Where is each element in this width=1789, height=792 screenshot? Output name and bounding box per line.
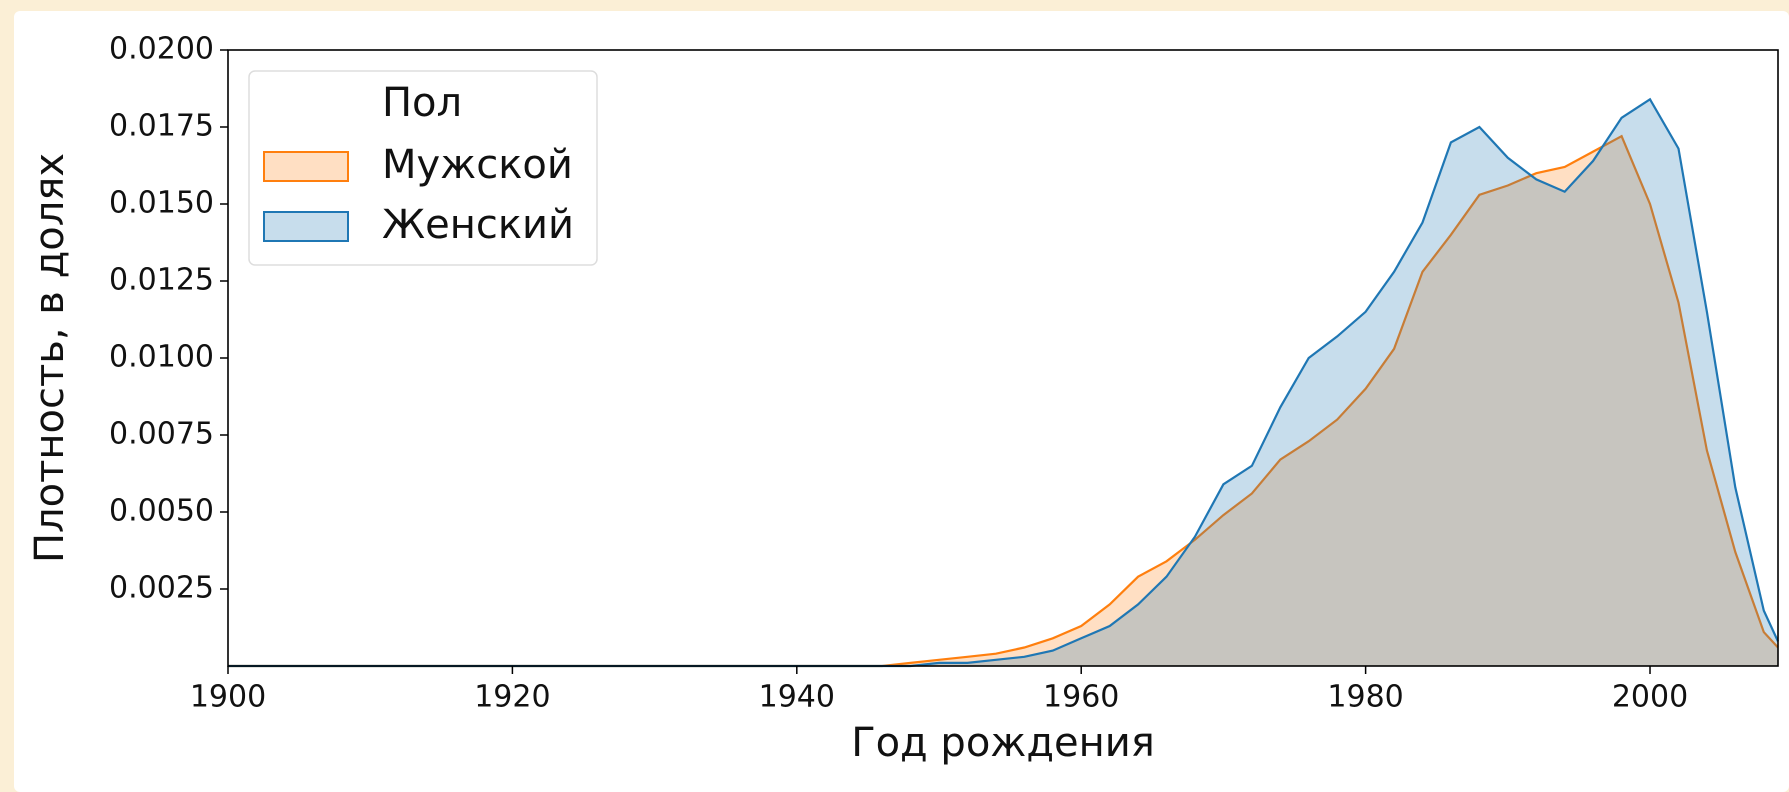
x-tick-label: 1960	[1043, 680, 1119, 715]
y-tick-label: 0.0150	[109, 186, 214, 221]
y-axis-label: Плотность, в долях	[27, 153, 73, 563]
x-tick-label: 1920	[474, 680, 550, 715]
x-tick-label: 1940	[759, 680, 835, 715]
x-tick-label: 1980	[1327, 680, 1403, 715]
density-area	[228, 136, 1778, 666]
x-tick-label: 1900	[190, 680, 266, 715]
y-tick-label: 0.0025	[109, 571, 214, 606]
legend-swatch	[263, 151, 349, 182]
y-tick-label: 0.0100	[109, 340, 214, 375]
plot-area	[228, 97, 1779, 668]
x-tick-label: 2000	[1612, 680, 1688, 715]
density-area	[228, 99, 1778, 667]
legend-label: Мужской	[382, 142, 573, 188]
y-tick-label: 0.0125	[109, 263, 214, 298]
legend-box	[248, 70, 598, 266]
x-axis-label: Год рождения	[851, 720, 1155, 766]
density-line	[228, 134, 1779, 668]
legend-swatch	[263, 211, 349, 242]
legend: Пол Мужской Женский	[248, 70, 598, 266]
y-tick-label: 0.0200	[109, 32, 214, 67]
y-tick-label: 0.0050	[109, 494, 214, 529]
legend-label: Женский	[382, 202, 574, 248]
y-tick-label: 0.0075	[109, 417, 214, 452]
y-tick-label: 0.0175	[109, 109, 214, 144]
legend-title: Пол	[382, 80, 462, 126]
density-line	[228, 97, 1779, 668]
